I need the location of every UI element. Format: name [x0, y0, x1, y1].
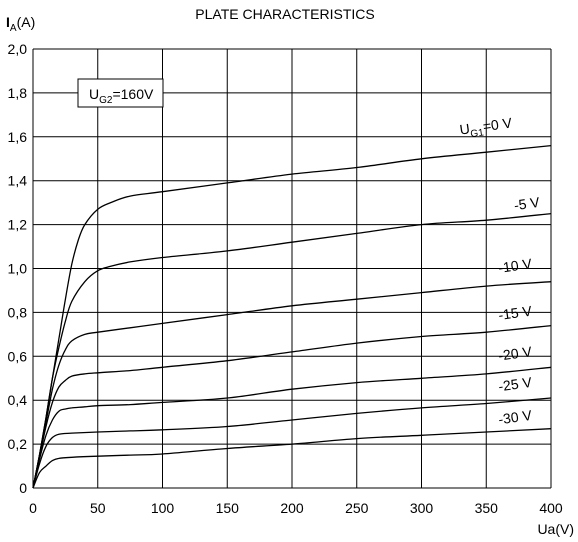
annotation-box	[77, 78, 164, 108]
y-tick-label: 0,6	[8, 348, 28, 364]
chart-title: PLATE CHARACTERISTICS	[195, 6, 374, 22]
x-tick-label: 200	[280, 500, 304, 516]
y-tick-labels: 0 0,2 0,4 0,6 0,8 1,0 1,2 1,4 1,6 1,8 2,0	[8, 41, 28, 496]
grid-lines	[32, 48, 552, 489]
annotation-main: U	[89, 86, 99, 102]
x-tick-label: 0	[29, 500, 37, 516]
x-tick-label: 250	[345, 500, 369, 516]
y-tick-label: 0,8	[8, 304, 28, 320]
y-axis-label-unit: (A)	[17, 14, 36, 30]
x-tick-label: 100	[151, 500, 175, 516]
curve-label-2: -10 V	[497, 255, 533, 276]
curve-4	[32, 366, 552, 489]
y-tick-label: 0,2	[8, 436, 28, 452]
y-axis-label-sub: A	[10, 23, 17, 34]
x-tick-labels: 0 50 100 150 200 250 300 350 400	[29, 500, 563, 516]
x-tick-label: 50	[90, 500, 106, 516]
curves	[32, 144, 552, 489]
curve-3	[32, 324, 552, 489]
curve-label-3: -15 V	[497, 302, 533, 323]
x-axis-label: Ua(V)	[537, 521, 574, 537]
y-tick-label: 1,8	[8, 85, 28, 101]
annotation-sub: G2	[99, 95, 113, 106]
curve-label-4: -20 V	[497, 343, 533, 364]
x-tick-label: 350	[475, 500, 499, 516]
curve-label-6: -30 V	[497, 407, 533, 428]
curve-6	[32, 428, 552, 489]
curve-label-main: U	[459, 120, 471, 137]
curve-label-0: UG1=0 V	[459, 114, 515, 141]
y-tick-label: 1,6	[8, 129, 28, 145]
y-tick-label: 1,0	[8, 261, 28, 277]
screen-grid-voltage-box: UG2=160V	[77, 78, 164, 108]
annotation-text: UG2=160V	[89, 86, 154, 106]
curve-1	[32, 212, 552, 489]
curve-label-1: -5 V	[513, 194, 541, 214]
y-tick-label: 0	[19, 480, 27, 496]
curve-label-5: -25 V	[497, 374, 533, 395]
x-tick-label: 400	[539, 500, 563, 516]
y-axis-label: IA(A)	[6, 14, 35, 34]
curve-label-sub: G1	[470, 127, 485, 140]
annotation-rest: =160V	[112, 86, 154, 102]
x-tick-label: 150	[216, 500, 240, 516]
y-tick-label: 1,2	[8, 217, 28, 233]
y-axis-label-main: I	[6, 14, 10, 30]
curve-label-rest: =0 V	[482, 114, 514, 134]
y-tick-label: 0,4	[8, 392, 28, 408]
x-tick-label: 300	[410, 500, 434, 516]
y-tick-label: 2,0	[8, 41, 28, 57]
y-tick-label: 1,4	[8, 173, 28, 189]
curve-labels: UG1=0 V -5 V -10 V -15 V -20 V -25 V -30 V	[459, 114, 542, 427]
curve-2	[32, 281, 552, 489]
curve-5	[32, 397, 552, 489]
